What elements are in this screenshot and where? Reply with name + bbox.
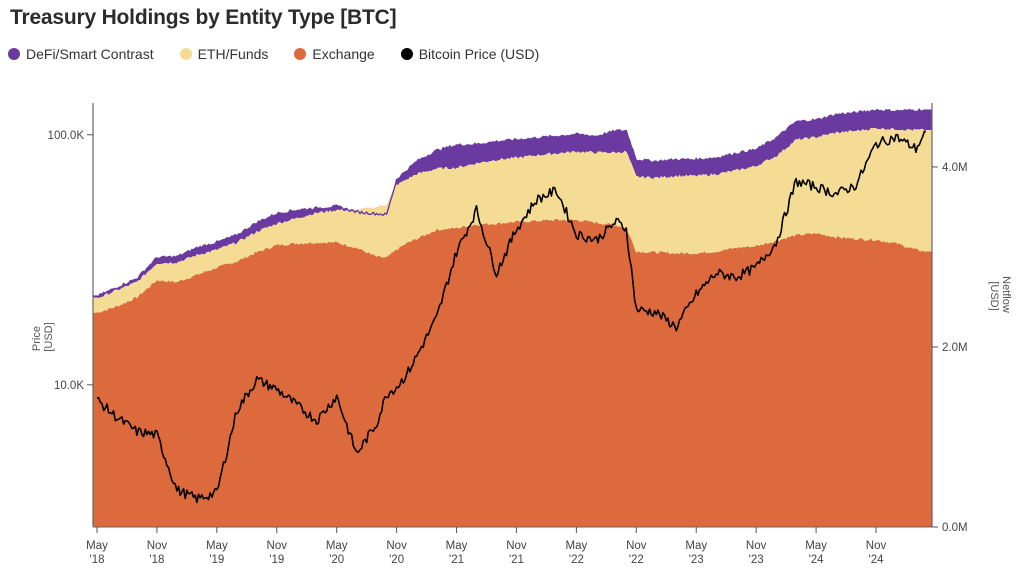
area-exchange [93, 218, 932, 528]
x-tick-label: May '21 [446, 540, 468, 566]
legend-item-eth-funds[interactable]: ETH/Funds [179, 46, 269, 62]
legend-label-eth-funds: ETH/Funds [197, 46, 269, 62]
x-tick-label-month: Nov [866, 540, 887, 552]
x-tick-label-year: '24 [869, 554, 885, 566]
x-tick-label-month: Nov [626, 540, 647, 552]
x-tick-label-year: '18 [90, 554, 105, 566]
x-tick-label-year: '21 [509, 554, 524, 566]
right-axis-title-line2: [USD] [988, 281, 1000, 310]
x-tick-label-month: May [326, 540, 348, 552]
x-tick-label: May '23 [685, 540, 707, 566]
left-tick-label: 10.0K [54, 380, 84, 392]
x-ticks: May '18 Nov '18 May '19 Nov '19 May '20 Nov '20 May '… [86, 527, 886, 566]
bitcoin-price-line [96, 130, 926, 504]
x-tick-label: Nov '24 [866, 540, 887, 566]
x-tick-label: Nov '18 [147, 540, 168, 566]
x-tick-label-year: '22 [629, 554, 644, 566]
left-tick-label: 100.0K [48, 130, 85, 142]
legend-swatch-eth-funds [179, 48, 192, 60]
x-tick-label: May '18 [86, 540, 108, 566]
right-tick-label: 0.0M [942, 522, 968, 534]
left-axis-title-line1: Price [31, 326, 43, 351]
x-tick-label-month: May [685, 540, 707, 552]
x-tick-label-month: May [805, 540, 827, 552]
legend-label-defi: DeFi/Smart Contrast [26, 46, 154, 62]
left-ticks: 10.0K 100.0K [48, 130, 93, 392]
x-tick-label: May '24 [805, 540, 827, 566]
x-tick-label-year: '20 [329, 554, 344, 566]
x-tick-label: May '22 [566, 540, 588, 566]
right-tick-label: 4.0M [942, 162, 968, 174]
legend-item-bitcoin-price[interactable]: Bitcoin Price (USD) [400, 46, 540, 62]
defi-top-outline [93, 108, 932, 298]
legend-swatch-defi [8, 48, 20, 60]
left-axis-title-line2: [USD] [43, 322, 55, 351]
left-axis-title: Price [USD] [31, 322, 55, 351]
x-tick-label-year: '21 [449, 554, 464, 566]
x-tick-label-year: '24 [809, 554, 825, 566]
legend-swatch-bitcoin-price [400, 48, 413, 60]
x-tick-label-year: '19 [209, 554, 224, 566]
x-tick-label: Nov '19 [267, 540, 288, 566]
stacked-areas [93, 108, 932, 528]
legend-item-defi[interactable]: DeFi/Smart Contrast [8, 46, 154, 62]
legend-label-exchange: Exchange [312, 46, 375, 62]
x-tick-label-month: May [566, 540, 588, 552]
x-tick-label: Nov '20 [386, 540, 407, 566]
x-tick-label-year: '19 [269, 554, 284, 566]
chart-title: Treasury Holdings by Entity Type [BTC] [10, 6, 397, 29]
x-tick-label-month: Nov [386, 540, 407, 552]
x-tick-label-month: May [86, 540, 108, 552]
x-tick-label: Nov '23 [746, 540, 767, 566]
x-tick-label-month: May [446, 540, 468, 552]
right-axis-title-line1: Netflow [1000, 276, 1012, 313]
x-tick-label: May '19 [206, 540, 228, 566]
x-tick-label-year: '22 [569, 554, 584, 566]
x-tick-label-year: '18 [149, 554, 164, 566]
legend-item-exchange[interactable]: Exchange [294, 46, 375, 62]
price-line-group [96, 130, 926, 504]
x-tick-label: Nov '22 [626, 540, 647, 566]
x-tick-label-month: Nov [267, 540, 288, 552]
right-ticks: 0.0M 2.0M 4.0M [932, 162, 968, 534]
x-tick-label-year: '23 [689, 554, 704, 566]
x-tick-label-month: May [206, 540, 228, 552]
x-tick-label: May '20 [326, 540, 348, 566]
area-defi-smart-contrast [93, 109, 932, 299]
area-eth-funds [93, 127, 932, 313]
x-tick-label-year: '20 [389, 554, 404, 566]
x-tick-label-month: Nov [746, 540, 767, 552]
legend-label-bitcoin-price: Bitcoin Price (USD) [418, 46, 540, 62]
right-axis-title: Netflow [USD] [988, 276, 1012, 316]
right-tick-label: 2.0M [942, 342, 968, 354]
legend-swatch-exchange [294, 48, 307, 60]
legend: DeFi/Smart Contrast ETH/Funds Exchange B… [8, 46, 565, 62]
x-tick-label-year: '23 [749, 554, 764, 566]
x-tick-label-month: Nov [506, 540, 527, 552]
x-tick-label-month: Nov [147, 540, 168, 552]
x-tick-label: Nov '21 [506, 540, 527, 566]
